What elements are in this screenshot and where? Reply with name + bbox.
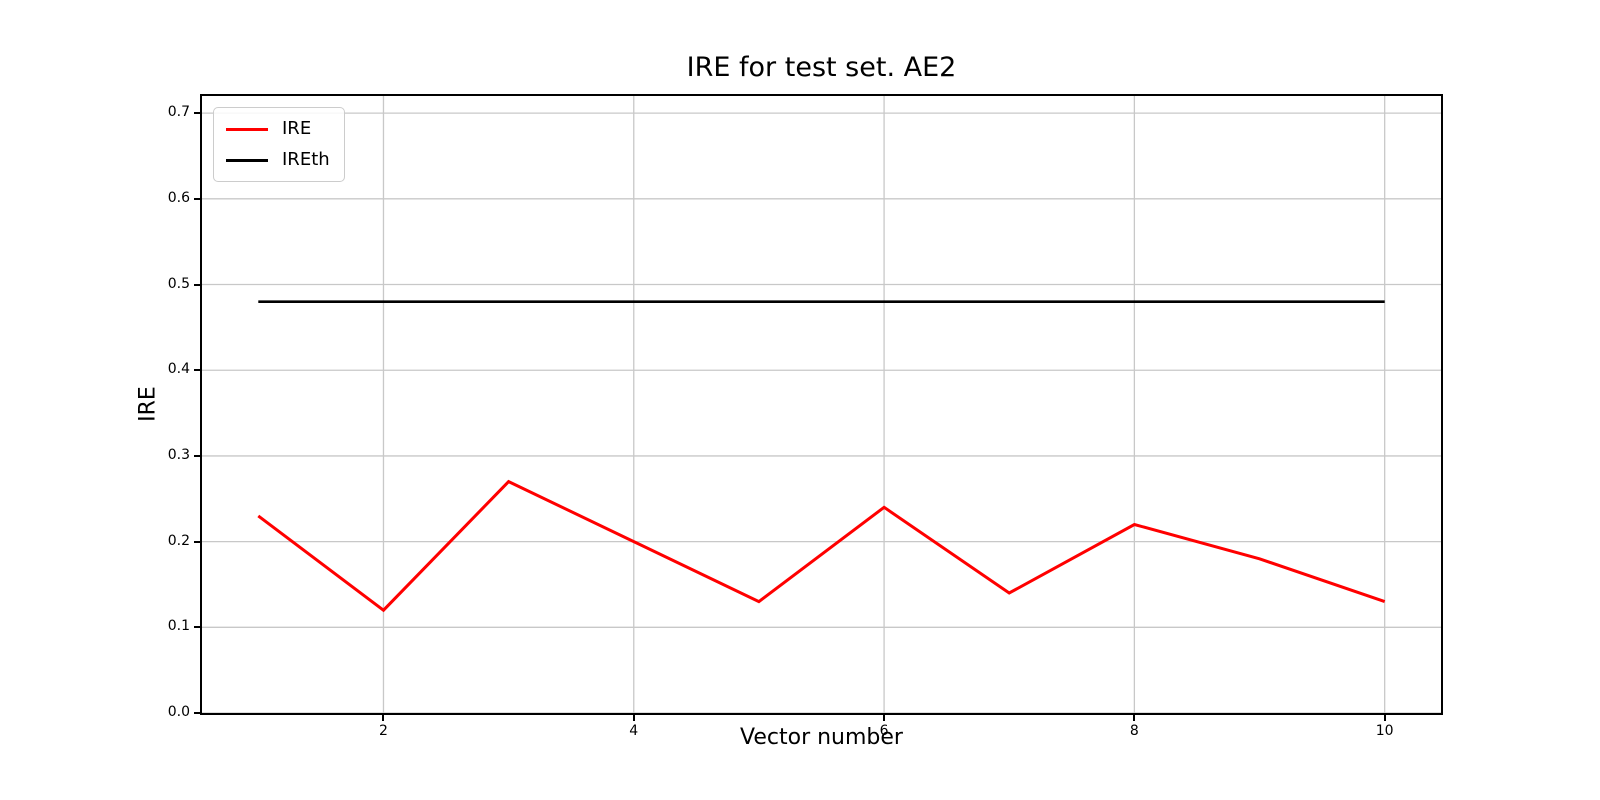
y-axis-label: IRE [135,386,161,422]
x-tick-mark [632,715,635,721]
ire-line-swatch [226,127,268,131]
plot-area: IRE IREth [200,94,1443,715]
y-tick-mark [194,712,200,714]
y-tick-label: 0.0 [167,704,190,720]
x-tick-label: 4 [629,723,639,739]
x-tick-mark [1133,715,1136,721]
legend-item-ireth: IREth [226,149,330,171]
y-tick-mark [194,369,200,372]
legend-label-ire: IRE [282,118,312,139]
y-tick-mark [194,283,200,286]
chart-title: IRE for test set. AE2 [686,52,957,83]
y-tick-label: 0.1 [167,618,190,635]
plot-canvas [202,96,1441,713]
x-tick-label: 8 [1129,723,1139,739]
x-tick-label: 10 [1375,723,1394,739]
x-tick-mark [382,715,385,721]
legend-label-ireth: IREth [282,149,330,170]
y-tick-label: 0.4 [167,361,190,378]
x-tick-mark [883,715,886,721]
ireth-line-swatch [226,158,268,162]
x-axis-label: Vector number [740,725,903,750]
y-tick-label: 0.6 [167,189,190,206]
y-tick-label: 0.3 [167,446,190,463]
x-tick-label: 6 [879,723,889,739]
legend-item-ire: IRE [226,118,330,140]
x-tick-label: 2 [379,723,388,739]
y-tick-mark [194,540,200,543]
y-tick-label: 0.7 [167,104,190,121]
y-tick-mark [194,197,200,200]
y-tick-label: 0.2 [167,532,190,549]
y-tick-mark [194,454,200,457]
legend: IRE IREth [213,107,345,182]
x-tick-mark [1383,715,1386,721]
y-tick-label: 0.5 [167,275,190,292]
y-tick-mark [194,112,200,115]
y-tick-mark [194,626,200,629]
ire-line [257,479,1386,613]
